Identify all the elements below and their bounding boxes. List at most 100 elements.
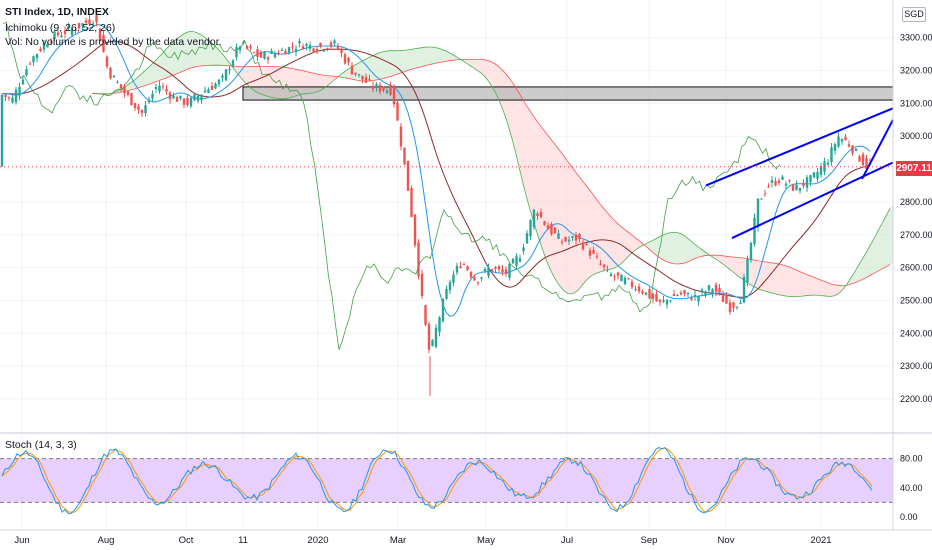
candle-body bbox=[599, 263, 602, 265]
cloud-segment bbox=[218, 49, 222, 66]
cloud-segment bbox=[428, 46, 432, 66]
candle-body bbox=[763, 193, 767, 195]
cloud-segment bbox=[701, 249, 705, 257]
candle-body bbox=[711, 289, 714, 294]
candle-body bbox=[805, 177, 809, 188]
candle-body bbox=[623, 277, 627, 285]
candle-body bbox=[676, 294, 679, 296]
candle-body bbox=[0, 94, 4, 167]
candle-body bbox=[693, 294, 697, 297]
cloud-segment bbox=[330, 75, 334, 84]
cloud-segment bbox=[729, 256, 733, 272]
y-tick-label: 3100.00 bbox=[900, 98, 932, 108]
candle-body bbox=[522, 247, 525, 252]
cloud-segment bbox=[613, 219, 617, 269]
cloud-segment bbox=[491, 61, 495, 91]
candle-body bbox=[595, 256, 599, 258]
candle-body bbox=[235, 47, 238, 58]
candle-body bbox=[231, 60, 235, 67]
symbol-title[interactable]: STI Index, 1D, INDEX bbox=[5, 6, 109, 18]
candle-body bbox=[245, 45, 249, 49]
candle-body bbox=[795, 184, 798, 190]
cloud-segment bbox=[687, 237, 691, 263]
cloud-segment bbox=[169, 42, 173, 77]
candle-body bbox=[462, 264, 466, 266]
candle-body bbox=[606, 269, 609, 271]
candle-body bbox=[98, 28, 102, 42]
candle-body bbox=[70, 28, 74, 36]
candle-body bbox=[546, 225, 550, 230]
candle-body bbox=[469, 272, 473, 278]
cloud-segment bbox=[144, 67, 148, 86]
cloud-segment bbox=[487, 60, 491, 85]
candle-body bbox=[119, 84, 123, 89]
cloud-segment bbox=[183, 32, 187, 72]
candle-body bbox=[641, 291, 644, 294]
candle-body bbox=[371, 85, 375, 90]
cloud-segment bbox=[599, 203, 603, 273]
ichimoku-legend[interactable]: Ichimoku (9, 26, 52, 26) bbox=[5, 22, 116, 34]
currency-badge[interactable]: SGD bbox=[902, 7, 926, 22]
candle-body bbox=[700, 289, 704, 292]
cloud-segment bbox=[575, 171, 579, 293]
cloud-segment bbox=[561, 152, 565, 292]
cloud-segment bbox=[526, 104, 530, 208]
candle-body bbox=[672, 293, 676, 296]
cloud-segment bbox=[774, 263, 778, 295]
cloud-segment bbox=[771, 262, 775, 294]
cloud-segment bbox=[739, 257, 743, 280]
stoch-legend[interactable]: Stoch (14, 3, 3) bbox=[5, 439, 77, 451]
cloud-segment bbox=[253, 66, 257, 92]
cloud-segment bbox=[522, 98, 526, 196]
candle-body bbox=[497, 266, 501, 270]
candle-body bbox=[266, 57, 270, 60]
cloud-segment bbox=[813, 276, 817, 296]
candle-body bbox=[592, 249, 595, 254]
cloud-segment bbox=[617, 222, 621, 267]
cloud-segment bbox=[778, 263, 782, 296]
candle-body bbox=[392, 85, 396, 105]
candle-body bbox=[298, 40, 301, 44]
candle-body bbox=[445, 288, 448, 299]
cloud-segment bbox=[799, 271, 803, 297]
candle-body bbox=[431, 340, 434, 346]
candle-body bbox=[851, 145, 854, 154]
cloud-segment bbox=[186, 31, 190, 70]
cloud-segment bbox=[634, 236, 638, 251]
candle-body bbox=[168, 92, 172, 100]
cloud-segment bbox=[631, 234, 635, 254]
y-tick-label: 3300.00 bbox=[900, 33, 932, 43]
candle-body bbox=[441, 299, 445, 322]
cloud-segment bbox=[176, 36, 180, 75]
candle-body bbox=[686, 292, 690, 295]
candle-body bbox=[802, 182, 805, 187]
cloud-segment bbox=[697, 246, 701, 258]
candle-body bbox=[333, 40, 336, 44]
stoch-y-tick-label: 0.00 bbox=[900, 512, 918, 522]
cloud-segment bbox=[785, 265, 789, 297]
candle-body bbox=[767, 186, 770, 188]
candle-body bbox=[368, 79, 371, 81]
cloud-segment bbox=[806, 274, 810, 296]
candle-body bbox=[284, 50, 287, 55]
cloud-segment bbox=[624, 228, 628, 261]
ichimoku-lines bbox=[1, 21, 891, 350]
candle-body bbox=[466, 266, 469, 271]
candle-body bbox=[403, 147, 406, 165]
candle-body bbox=[721, 295, 725, 303]
cloud-segment bbox=[379, 51, 383, 80]
candle-body bbox=[777, 180, 781, 183]
candle-body bbox=[322, 50, 326, 52]
cloud-segment bbox=[883, 215, 887, 269]
y-tick-label: 2800.00 bbox=[900, 197, 932, 207]
cloud-segment bbox=[823, 281, 827, 297]
candle-body bbox=[504, 269, 508, 274]
cloud-segment bbox=[141, 71, 145, 87]
ichimoku-cloud bbox=[92, 31, 894, 297]
candle-body bbox=[707, 285, 711, 291]
candle-body bbox=[784, 183, 788, 186]
candle-body bbox=[756, 198, 760, 228]
candle-body bbox=[826, 162, 830, 165]
y-tick-label: 2700.00 bbox=[900, 230, 932, 240]
